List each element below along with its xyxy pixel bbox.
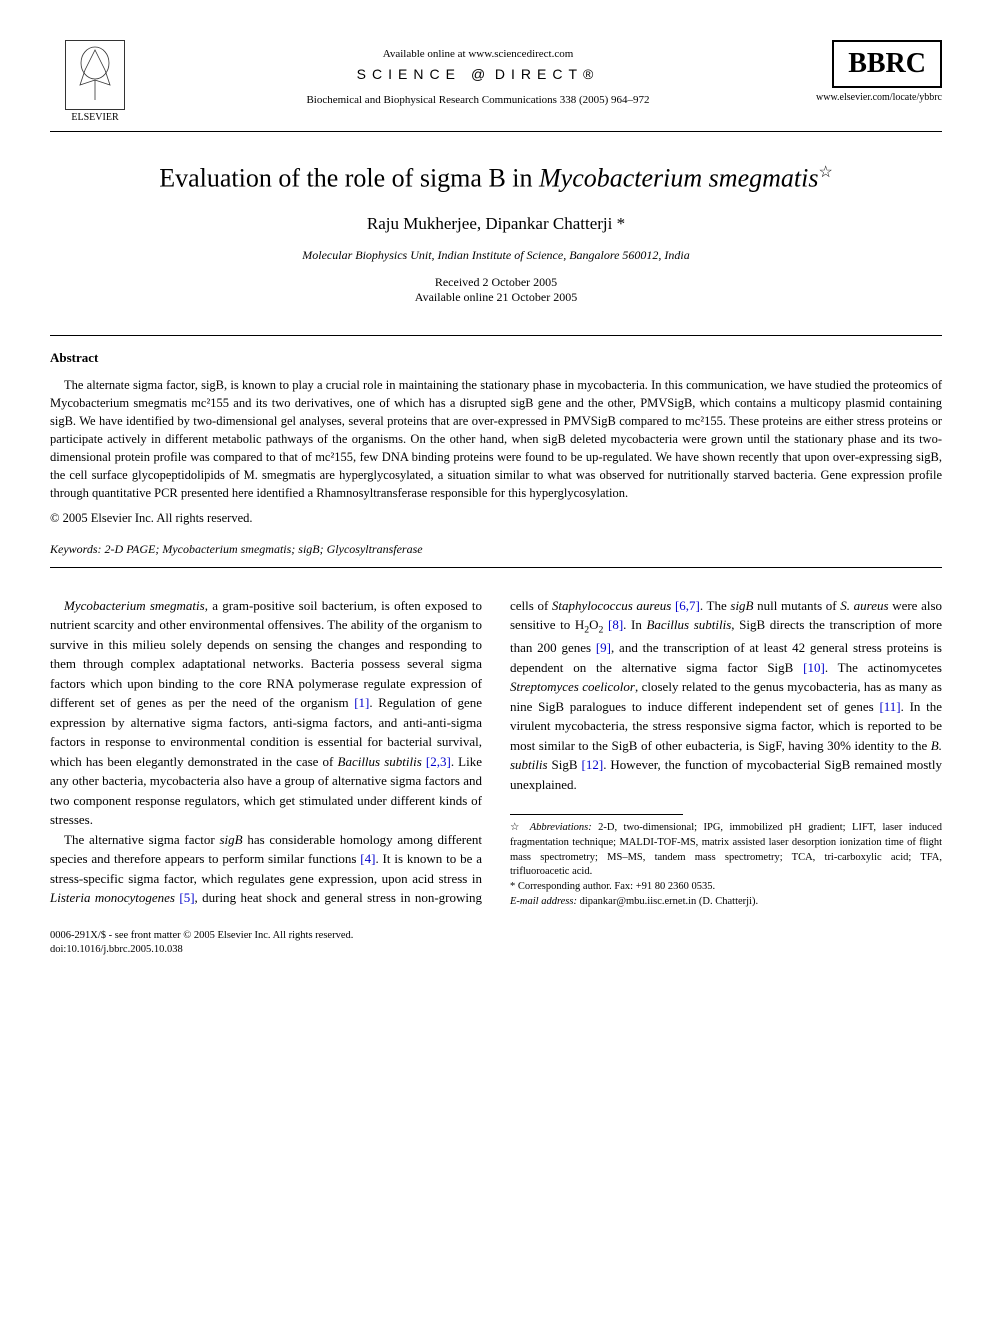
p2k: sigB <box>730 598 753 613</box>
online-date: Available online 21 October 2005 <box>50 290 942 305</box>
elsevier-text: ELSEVIER <box>71 112 118 123</box>
footnote-corr: * Corresponding author. Fax: +91 80 2360… <box>510 880 942 895</box>
corr-text: Corresponding author. Fax: +91 80 2360 0… <box>518 881 715 892</box>
ref-67[interactable]: [6,7] <box>675 598 700 613</box>
title-pre: Evaluation of the role of sigma B in <box>159 164 539 193</box>
affiliation: Molecular Biophysics Unit, Indian Instit… <box>50 248 942 263</box>
scidir-2: DIRECT® <box>495 66 599 82</box>
available-online: Available online at www.sciencedirect.co… <box>140 48 816 60</box>
footnotes: ☆ Abbreviations: 2-D, two-dimensional; I… <box>510 814 942 909</box>
elsevier-logo: ELSEVIER <box>50 40 140 123</box>
dates: Received 2 October 2005 Available online… <box>50 275 942 305</box>
keywords: Keywords: 2-D PAGE; Mycobacterium smegma… <box>50 542 942 557</box>
scidir-1: SCIENCE <box>357 66 461 82</box>
ref-11[interactable]: [11] <box>879 699 900 714</box>
ref-4[interactable]: [4] <box>360 851 375 866</box>
footnote-email: E-mail address: dipankar@mbu.iisc.ernet.… <box>510 895 942 910</box>
at-symbol: @ <box>471 66 485 82</box>
ref-10[interactable]: [10] <box>803 660 825 675</box>
elsevier-tree-icon <box>65 40 125 110</box>
journal-citation: Biochemical and Biophysical Research Com… <box>140 94 816 106</box>
header-row: ELSEVIER Available online at www.science… <box>50 40 942 123</box>
abstract-rule-top <box>50 335 942 336</box>
article-title: Evaluation of the role of sigma B in Myc… <box>50 162 942 194</box>
email-label: E-mail address: <box>510 896 577 907</box>
p2a: The alternative sigma factor <box>64 832 219 847</box>
abstract-body: The alternate sigma factor, sigB, is kno… <box>50 376 942 503</box>
header-center: Available online at www.sciencedirect.co… <box>140 40 816 106</box>
footer-doi: doi:10.1016/j.bbrc.2005.10.038 <box>50 943 942 957</box>
bbrc-box: BBRC www.elsevier.com/locate/ybbrc <box>816 40 942 103</box>
p1b: , a gram-positive soil bacterium, is oft… <box>50 598 482 711</box>
ref-9[interactable]: [9] <box>596 640 611 655</box>
ref-12[interactable]: [12] <box>582 757 604 772</box>
ref-23[interactable]: [2,3] <box>426 754 451 769</box>
p2o: O <box>589 617 598 632</box>
bbrc-url: www.elsevier.com/locate/ybbrc <box>816 92 942 103</box>
p2j: . The <box>700 598 731 613</box>
title-italic: Mycobacterium smegmatis <box>539 164 818 193</box>
body-columns: Mycobacterium smegmatis, a gram-positive… <box>50 596 942 910</box>
p1-ital: Mycobacterium smegmatis <box>64 598 205 613</box>
p2m: S. aureus <box>840 598 888 613</box>
asterisk-icon: * <box>510 881 518 892</box>
footnote-rule <box>510 814 683 815</box>
abstract-rule-bottom <box>50 567 942 568</box>
science-direct-logo: SCIENCE @ DIRECT® <box>140 66 816 82</box>
abstract-heading: Abstract <box>50 350 942 366</box>
p2e: Listeria monocytogenes <box>50 890 175 905</box>
p2z: SigB <box>548 757 582 772</box>
p2r: Bacillus subtilis <box>646 617 731 632</box>
ref-1[interactable]: [1] <box>354 695 369 710</box>
p2l: null mutants of <box>754 598 841 613</box>
footnote-abbr: ☆ Abbreviations: 2-D, two-dimensional; I… <box>510 821 942 880</box>
email-text: dipankar@mbu.iisc.ernet.in (D. Chatterji… <box>577 896 758 907</box>
p2u: . The actinomycetes <box>825 660 942 675</box>
title-star-icon: ☆ <box>818 164 832 181</box>
p2h: Staphylococcus aureus <box>552 598 671 613</box>
header-divider <box>50 131 942 132</box>
p1d: Bacillus subtilis <box>338 754 422 769</box>
body-p1: Mycobacterium smegmatis, a gram-positive… <box>50 596 482 830</box>
copyright: © 2005 Elsevier Inc. All rights reserved… <box>50 511 942 526</box>
authors: Raju Mukherjee, Dipankar Chatterji * <box>50 214 942 234</box>
abbr-label: Abbreviations: <box>530 822 592 833</box>
ref-5[interactable]: [5] <box>179 890 194 905</box>
footer-front-matter: 0006-291X/$ - see front matter © 2005 El… <box>50 929 942 943</box>
received-date: Received 2 October 2005 <box>50 275 942 290</box>
p2b: sigB <box>219 832 242 847</box>
p2q: . In <box>623 617 646 632</box>
footer: 0006-291X/$ - see front matter © 2005 El… <box>50 929 942 956</box>
p2v: Streptomyces coelicolor <box>510 679 635 694</box>
star-icon: ☆ <box>510 822 530 833</box>
ref-8[interactable]: [8] <box>608 617 623 632</box>
bbrc-logo: BBRC <box>832 40 942 88</box>
